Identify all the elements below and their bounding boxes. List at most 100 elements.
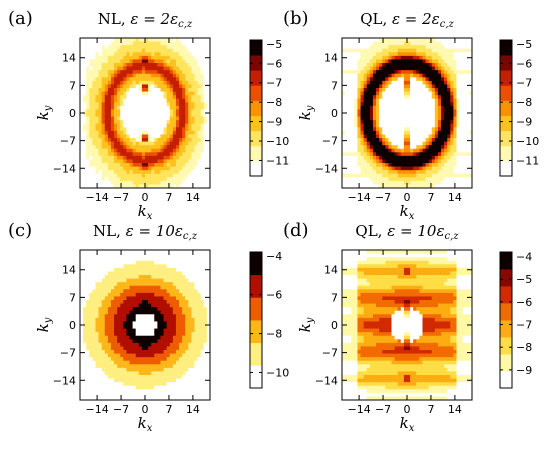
heatmap-cell xyxy=(206,98,210,103)
heatmap-cell xyxy=(157,364,162,369)
heatmap-cell xyxy=(169,52,174,57)
heatmap xyxy=(80,38,210,188)
heatmap-cell xyxy=(92,84,97,89)
heatmap-cell xyxy=(372,59,377,64)
heatmap-cell xyxy=(450,45,455,50)
heatmap-cell xyxy=(345,38,349,43)
heatmap-cell xyxy=(104,88,109,93)
heatmap-cell xyxy=(117,173,121,178)
heatmap-cell xyxy=(465,41,470,46)
heatmap-cell xyxy=(441,59,445,64)
heatmap-cell xyxy=(132,285,137,290)
heatmap-cell xyxy=(89,378,93,383)
heatmap-cell xyxy=(188,77,193,82)
heatmap-cell xyxy=(425,123,430,128)
heatmap-cell xyxy=(107,38,112,43)
heatmap-cell xyxy=(145,138,149,143)
heatmap-cell xyxy=(468,134,472,139)
heatmap-cell xyxy=(151,271,155,276)
heatmap-cell xyxy=(129,148,134,153)
heatmap-cell xyxy=(123,134,128,139)
heatmap-cell xyxy=(95,134,100,139)
heatmap-cell xyxy=(434,59,439,64)
heatmap-cell xyxy=(391,73,396,78)
heatmap-cell xyxy=(388,166,393,171)
heatmap-cell xyxy=(354,45,359,50)
heatmap-cell xyxy=(123,360,128,365)
heatmap-cell xyxy=(123,321,128,326)
heatmap-cell xyxy=(203,127,208,132)
heatmap-cell xyxy=(95,91,100,96)
heatmap-cell xyxy=(345,63,349,68)
heatmap-cell xyxy=(114,360,118,365)
heatmap-cell xyxy=(135,382,140,387)
heatmap-cell xyxy=(126,48,131,53)
heatmap-cell xyxy=(141,317,146,323)
heatmap-cell xyxy=(151,360,155,365)
colorbar-step xyxy=(250,130,262,147)
heatmap-cell xyxy=(203,109,208,114)
heatmap-cell xyxy=(175,328,180,333)
heatmap-cell xyxy=(194,152,199,157)
heatmap-cell xyxy=(92,253,97,258)
heatmap-cell xyxy=(148,141,152,146)
heatmap-cell xyxy=(132,120,137,125)
heatmap-cell xyxy=(120,389,124,394)
heatmap-cell xyxy=(110,357,115,362)
heatmap-cell xyxy=(410,170,414,175)
heatmap-cell xyxy=(151,264,155,269)
heatmap-cell xyxy=(407,52,411,57)
heatmap-cell xyxy=(145,127,149,132)
heatmap-cell xyxy=(394,38,399,43)
heatmap-cell xyxy=(422,177,427,182)
heatmap-cell xyxy=(185,177,189,182)
heatmap-cell xyxy=(141,80,146,86)
heatmap-cell xyxy=(422,170,427,175)
heatmap-cell xyxy=(132,360,137,365)
heatmap-cell xyxy=(107,138,112,143)
heatmap-cell xyxy=(179,138,183,143)
heatmap-cell xyxy=(148,378,152,383)
heatmap-cell xyxy=(138,389,143,394)
heatmap-cell xyxy=(391,145,396,150)
heatmap-cell xyxy=(169,48,174,53)
heatmap-cell xyxy=(138,289,143,294)
heatmap-cell xyxy=(86,180,90,186)
heatmap-cell xyxy=(95,130,100,136)
heatmap-cell xyxy=(444,59,448,64)
heatmap-cell xyxy=(425,120,430,125)
heatmap-cell xyxy=(437,38,442,43)
heatmap-cell xyxy=(101,317,106,323)
heatmap-cell xyxy=(138,91,143,96)
heatmap-cell xyxy=(169,152,174,157)
heatmap-cell xyxy=(141,382,146,387)
heatmap-cell xyxy=(416,95,420,100)
heatmap-cell xyxy=(431,152,436,157)
heatmap-cell xyxy=(145,314,149,319)
heatmap-cell xyxy=(403,80,408,86)
heatmap-cell xyxy=(462,73,467,78)
heatmap-cell xyxy=(444,134,448,139)
heatmap-cell xyxy=(129,88,134,93)
heatmap-cell xyxy=(114,282,118,287)
heatmap-cell xyxy=(163,66,168,71)
heatmap-cell xyxy=(126,134,131,139)
heatmap-cell xyxy=(129,73,134,78)
heatmap-cell xyxy=(419,95,424,100)
heatmap-cell xyxy=(163,48,168,53)
heatmap-cell xyxy=(107,375,112,380)
heatmap-cell xyxy=(129,371,134,376)
heatmap-cell xyxy=(117,141,121,146)
heatmap-cell xyxy=(351,145,355,150)
heatmap-cell xyxy=(89,170,93,175)
heatmap-cell xyxy=(129,346,134,351)
heatmap-cell xyxy=(400,155,405,161)
heatmap-cell xyxy=(391,159,396,164)
heatmap-cell xyxy=(169,138,174,143)
heatmap-cell xyxy=(95,113,100,118)
heatmap-cell xyxy=(138,275,143,280)
heatmap-cell xyxy=(95,357,100,362)
heatmap-cell xyxy=(151,184,155,188)
heatmap-cell xyxy=(101,127,106,132)
heatmap-cell xyxy=(120,289,124,294)
